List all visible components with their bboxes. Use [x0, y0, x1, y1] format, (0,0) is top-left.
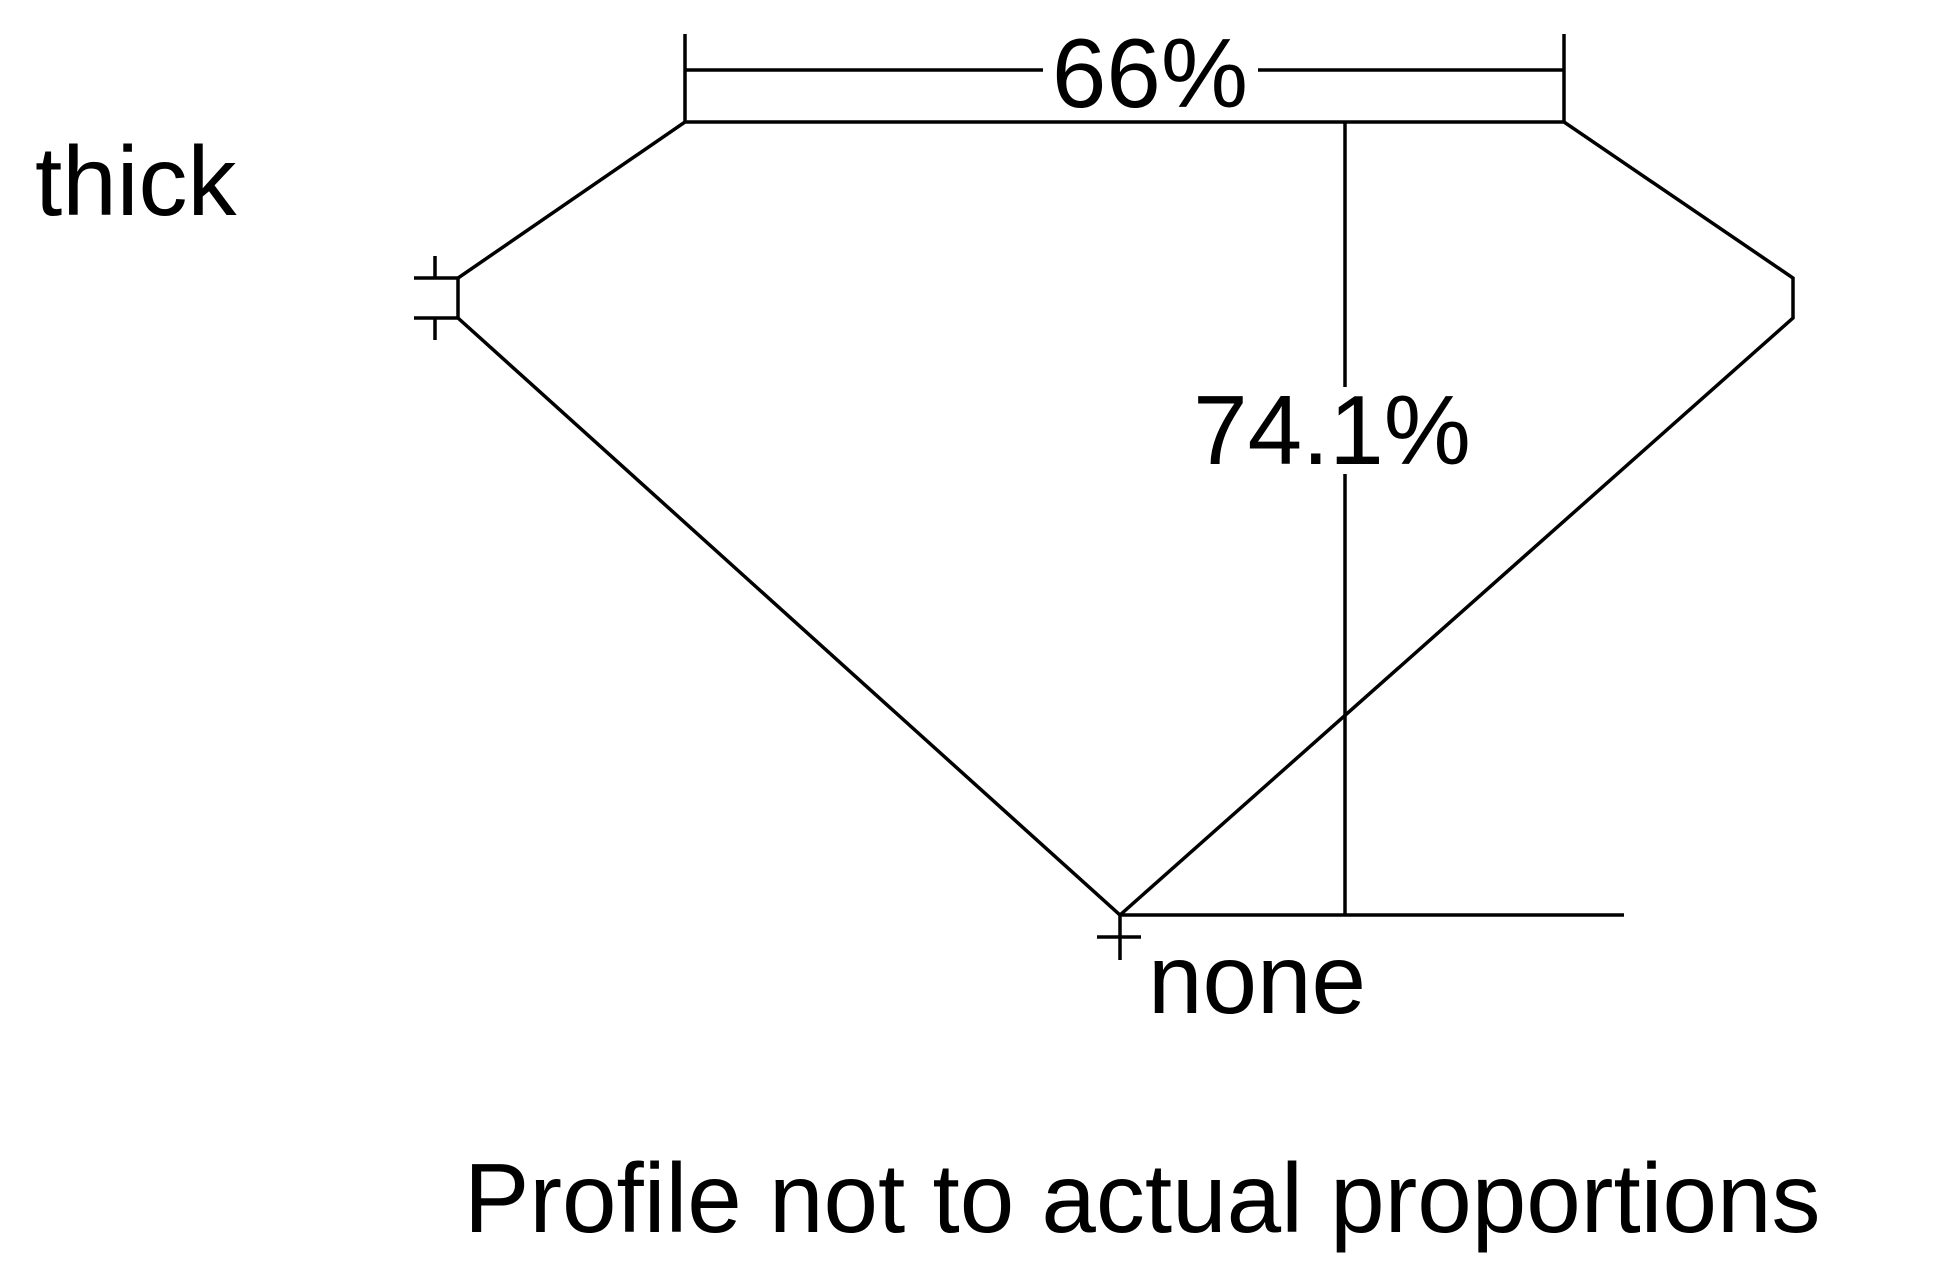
- crown-height-label: thick: [35, 126, 238, 236]
- table-percent-label: 66%: [1052, 18, 1248, 128]
- caption: Profile not to actual proportions: [464, 1143, 1820, 1253]
- gem-outline: [456, 120, 1795, 918]
- depth-percent-label: 74.1%: [1193, 375, 1471, 485]
- culet-label: none: [1148, 924, 1366, 1034]
